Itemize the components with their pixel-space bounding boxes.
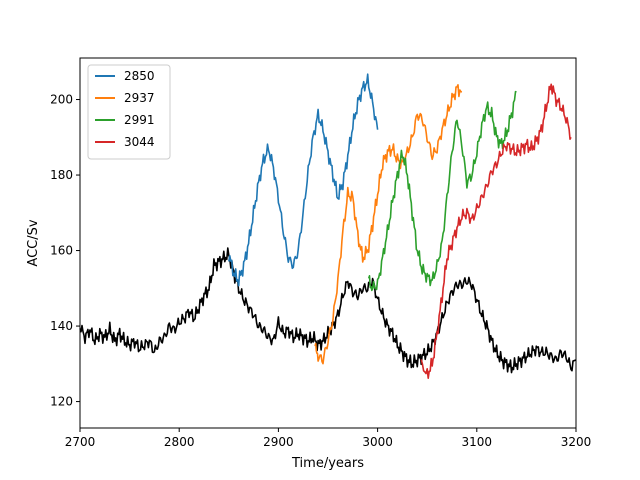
x-axis-label: Time/years bbox=[291, 456, 364, 471]
y-axis-label: ACC/Sv bbox=[26, 219, 41, 266]
legend-label-3044: 3044 bbox=[124, 135, 155, 149]
x-axis: 2700 2800 2900 3000 3100 3200 bbox=[65, 428, 592, 449]
y-tick-label: 200 bbox=[50, 93, 73, 107]
series-line-reference bbox=[79, 247, 577, 374]
axes-frame bbox=[79, 57, 577, 429]
x-tick-label: 3000 bbox=[362, 435, 393, 449]
series-line-2937 bbox=[314, 84, 463, 365]
y-tick-label: 140 bbox=[50, 319, 73, 333]
series-line-3044 bbox=[420, 83, 572, 380]
series-line-2991 bbox=[367, 90, 517, 292]
legend-label-2850: 2850 bbox=[124, 69, 155, 83]
y-tick-label: 160 bbox=[50, 244, 73, 258]
y-tick-label: 120 bbox=[50, 395, 73, 409]
y-axis: 120 140 160 180 200 bbox=[50, 93, 80, 409]
legend-box bbox=[87, 64, 171, 160]
plot-area bbox=[79, 73, 577, 380]
x-tick-label: 2700 bbox=[65, 435, 96, 449]
legend-label-2991: 2991 bbox=[124, 113, 155, 127]
y-tick-label: 180 bbox=[50, 168, 73, 182]
x-tick-label: 3200 bbox=[561, 435, 592, 449]
x-tick-label: 3100 bbox=[462, 435, 493, 449]
series-line-2850 bbox=[228, 73, 379, 287]
legend: 2850 2937 2991 3044 bbox=[87, 64, 171, 160]
x-tick-label: 2800 bbox=[164, 435, 195, 449]
legend-label-2937: 2937 bbox=[124, 91, 155, 105]
x-tick-label: 2900 bbox=[263, 435, 294, 449]
